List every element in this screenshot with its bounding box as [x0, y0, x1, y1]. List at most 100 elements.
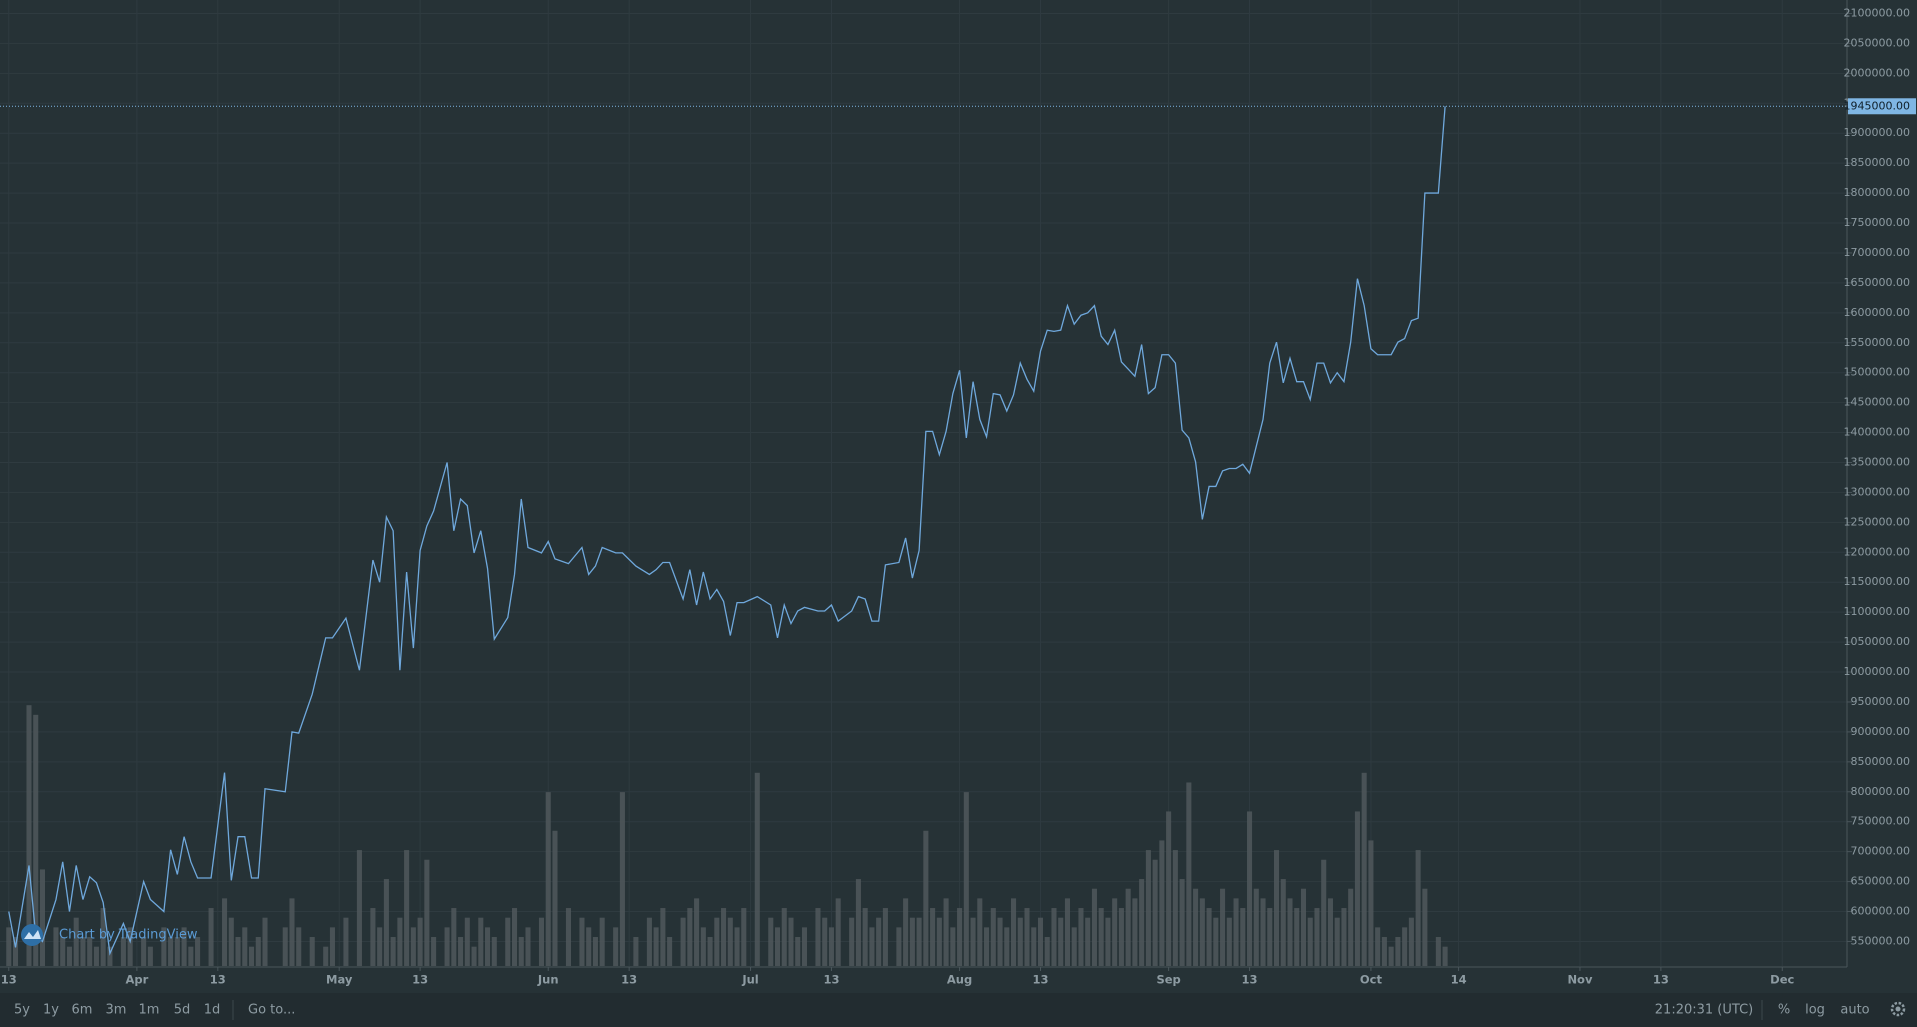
y-tick-label: 1500000.00	[1844, 366, 1910, 379]
volume-bar	[1422, 888, 1428, 966]
volume-bar	[619, 792, 625, 966]
volume-bar	[120, 937, 126, 966]
volume-bar	[1085, 917, 1091, 966]
volume-bar	[242, 927, 248, 966]
volume-bar	[822, 917, 828, 966]
volume-bar	[93, 946, 99, 966]
last-price-label: 1945000.00	[1844, 99, 1910, 112]
settings-button[interactable]	[1890, 1001, 1906, 1017]
volume-bar	[768, 917, 774, 966]
volume-bar	[1287, 898, 1293, 966]
volume-bar	[1273, 850, 1280, 966]
scale-option[interactable]: %	[1778, 1003, 1790, 1018]
volume-bar	[565, 908, 571, 966]
volume-bar	[592, 937, 598, 966]
volume-bar	[727, 917, 733, 966]
volume-bar	[262, 917, 268, 966]
x-tick-label: Nov	[1567, 973, 1593, 987]
y-tick-label: 1800000.00	[1844, 186, 1910, 199]
volume-bar	[1375, 927, 1381, 966]
range-button[interactable]: 5y	[14, 1003, 30, 1018]
volume-bar	[1037, 917, 1044, 966]
volume-bar	[869, 927, 875, 966]
volume-bar	[1004, 927, 1010, 966]
volume-bar	[950, 927, 956, 966]
volume-bar	[107, 946, 113, 966]
volume-bar	[1361, 772, 1367, 966]
range-button[interactable]: 1y	[43, 1003, 59, 1018]
volume-bar	[1206, 908, 1212, 966]
y-tick-label: 1150000.00	[1844, 575, 1910, 588]
range-button[interactable]: 1m	[139, 1003, 160, 1018]
last-price-box	[1848, 98, 1916, 115]
volume-bar	[1233, 898, 1239, 966]
y-tick-label: 1250000.00	[1844, 515, 1910, 528]
volume-bar	[458, 937, 464, 966]
volume-bar	[228, 917, 234, 966]
volume-bar	[1247, 811, 1253, 966]
toolbar	[0, 993, 1917, 1027]
volume-bar	[552, 830, 558, 966]
range-button[interactable]: 1d	[204, 1003, 221, 1018]
volume-bar	[909, 917, 915, 966]
volume-bar	[1010, 898, 1017, 966]
volume-bar	[721, 908, 727, 966]
volume-bar	[1341, 908, 1347, 966]
y-tick-label: 1900000.00	[1844, 126, 1910, 139]
y-tick-label: 1350000.00	[1844, 455, 1910, 468]
volume-bar	[1348, 888, 1354, 966]
volume-bar	[248, 946, 255, 966]
volume-bar	[1381, 937, 1387, 966]
range-button[interactable]: 5d	[174, 1003, 191, 1018]
volume-bar	[1017, 917, 1023, 966]
x-tick-label: 13	[1653, 973, 1669, 987]
x-tick-label: Dec	[1770, 973, 1794, 987]
volume-bar	[323, 946, 329, 966]
scale-option[interactable]: log	[1805, 1003, 1825, 1018]
y-tick-label: 1700000.00	[1844, 246, 1910, 259]
x-tick-label: 13	[1032, 973, 1048, 987]
volume-bar	[208, 908, 214, 966]
volume-bar	[633, 937, 639, 966]
volume-bar	[100, 908, 106, 966]
volume-bar	[1220, 888, 1226, 966]
goto-button[interactable]: Go to...	[248, 1003, 295, 1018]
volume-bar	[923, 830, 929, 966]
volume-bar	[1105, 917, 1111, 966]
range-button[interactable]: 6m	[72, 1003, 93, 1018]
volume-bar	[1132, 898, 1138, 966]
volume-bar	[1186, 782, 1192, 966]
y-tick-label: 900000.00	[1851, 725, 1911, 738]
y-tick-label: 1100000.00	[1844, 605, 1910, 618]
toolbar-items: 5y 1y 6m 3m 1m 5d 1d Go to... 21:20:31 (UTC)% log…	[14, 1003, 1870, 1018]
volume-bar	[80, 937, 86, 966]
volume-bar	[87, 937, 93, 966]
volume-bar	[174, 937, 180, 966]
volume-bar	[431, 937, 437, 966]
x-tick-label: 13	[823, 973, 839, 987]
watermark: Chart by TradingView	[59, 928, 198, 943]
volume-bar	[1213, 917, 1219, 966]
volume-bar	[39, 869, 46, 966]
volume-bar	[741, 908, 747, 966]
scale-option[interactable]: auto	[1840, 1003, 1869, 1018]
volume-bar	[222, 898, 228, 966]
y-tick-label: 1400000.00	[1844, 426, 1910, 439]
range-button[interactable]: 3m	[106, 1003, 127, 1018]
volume-bar	[1402, 927, 1408, 966]
volume-bar	[1098, 908, 1104, 966]
volume-bar	[451, 908, 457, 966]
volume-bar	[1395, 937, 1401, 966]
volume-bar	[774, 927, 781, 966]
y-tick-label: 650000.00	[1851, 875, 1911, 888]
volume-bar	[53, 927, 59, 966]
clock: 21:20:31 (UTC)	[1655, 1003, 1753, 1018]
volume-bar	[1388, 946, 1394, 966]
axes: 550000.00 600000.00 650000.00 700000.00 7500…	[1, 6, 1916, 987]
volume-bar	[370, 908, 376, 966]
y-tick-label: 1650000.00	[1844, 276, 1910, 289]
volume-bar	[1415, 850, 1421, 966]
volume-bar	[1159, 840, 1165, 966]
